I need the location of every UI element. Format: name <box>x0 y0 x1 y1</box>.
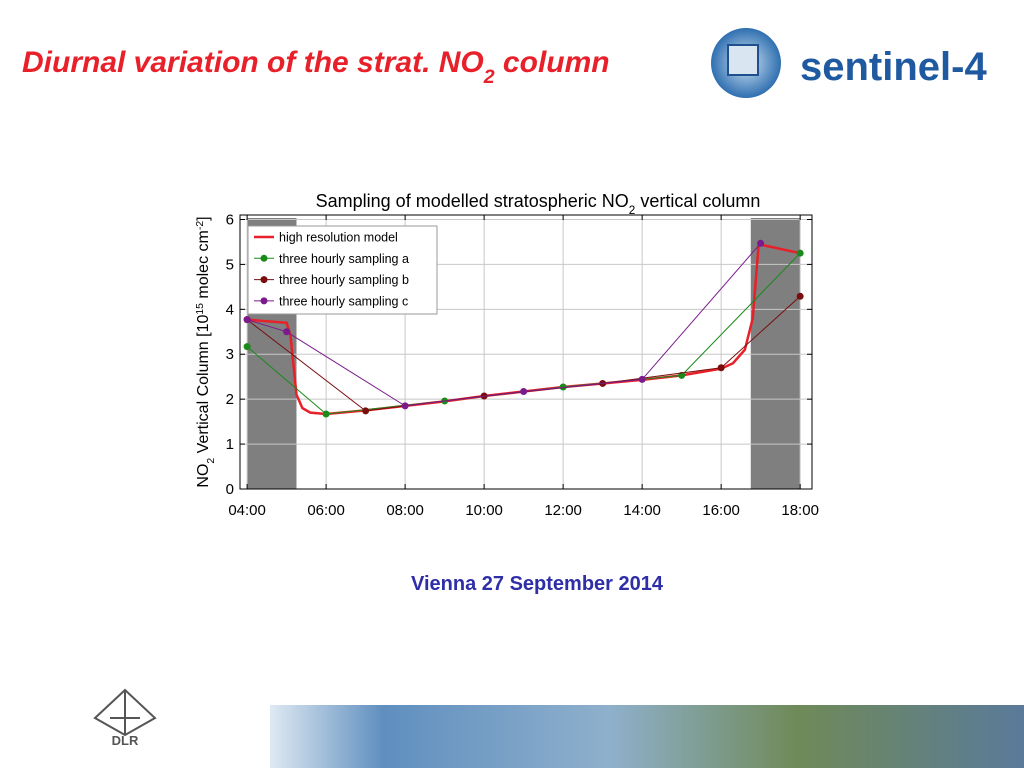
legend-label: high resolution model <box>279 231 398 245</box>
x-tick-label: 04:00 <box>228 502 266 519</box>
y-tick-label: 3 <box>226 346 234 363</box>
series-marker <box>796 249 804 257</box>
slide-title: Diurnal variation of the strat. NO2 colu… <box>22 46 610 88</box>
text-part: vertical column <box>635 191 760 211</box>
series-marker <box>796 292 804 300</box>
series-marker <box>362 407 370 415</box>
chart-title: Sampling of modelled stratospheric NO2 v… <box>316 191 761 217</box>
x-tick-label: 12:00 <box>544 502 582 519</box>
text-part: Diurnal variation of the strat. NO <box>22 46 484 79</box>
text-part: -2 <box>195 221 206 230</box>
series-marker <box>717 364 725 372</box>
series-marker <box>322 410 330 418</box>
earth-strip <box>270 705 1024 768</box>
text-part: 2 <box>629 204 636 217</box>
x-tick-label: 10:00 <box>465 502 503 519</box>
text-part: 2 <box>483 66 495 88</box>
plot-frame <box>239 214 813 490</box>
legend-label: three hourly sampling a <box>279 252 409 266</box>
text-part: ] <box>195 216 212 220</box>
legend-label: three hourly sampling c <box>279 294 408 308</box>
legend-label: three hourly sampling b <box>279 273 409 287</box>
series-line <box>246 242 762 407</box>
y-tick-label: 6 <box>226 211 234 228</box>
series-marker <box>638 375 646 383</box>
legend-marker <box>260 297 268 305</box>
legend-box <box>247 225 438 315</box>
legend-marker <box>260 276 268 284</box>
text-part: NO <box>195 464 212 488</box>
legend-marker <box>260 254 268 262</box>
text-part: Sampling of modelled stratospheric NO <box>316 191 629 211</box>
series-marker <box>401 402 409 410</box>
text-part: molec cm <box>195 230 212 303</box>
chart: 0 1 2 3 4 5 6 04:00 06:00 08:00 10:00 12:00 14:00 16:… <box>195 191 819 519</box>
dlr-logo <box>93 688 157 737</box>
logo-text: sentinel-4 <box>800 45 987 89</box>
text-part: column <box>495 46 610 79</box>
y-tick-label: 1 <box>226 436 234 453</box>
x-tick-label: 14:00 <box>623 502 661 519</box>
series-marker <box>243 343 251 351</box>
series-marker <box>520 388 528 396</box>
y-tick-label: 4 <box>226 301 234 318</box>
logo-satellite <box>727 44 759 76</box>
text-part: 15 <box>195 303 206 315</box>
x-tick-label: 08:00 <box>386 502 424 519</box>
y-axis-label: NO2 Vertical Column [1015 molec cm-2] <box>195 216 217 487</box>
y-tick-label: 2 <box>226 391 234 408</box>
dlr-text: DLR <box>112 733 139 748</box>
x-tick-label: 16:00 <box>702 502 740 519</box>
x-tick-label: 18:00 <box>781 502 819 519</box>
series-marker <box>243 316 251 324</box>
caption: Vienna 27 September 2014 <box>411 573 664 595</box>
y-tick-label: 0 <box>226 481 234 498</box>
text-part: 2 <box>206 458 217 464</box>
series-marker <box>757 239 765 247</box>
series-marker <box>283 328 291 336</box>
x-tick-label: 06:00 <box>307 502 345 519</box>
text-part: Vertical Column [10 <box>195 315 212 458</box>
y-tick-label: 5 <box>226 256 234 273</box>
